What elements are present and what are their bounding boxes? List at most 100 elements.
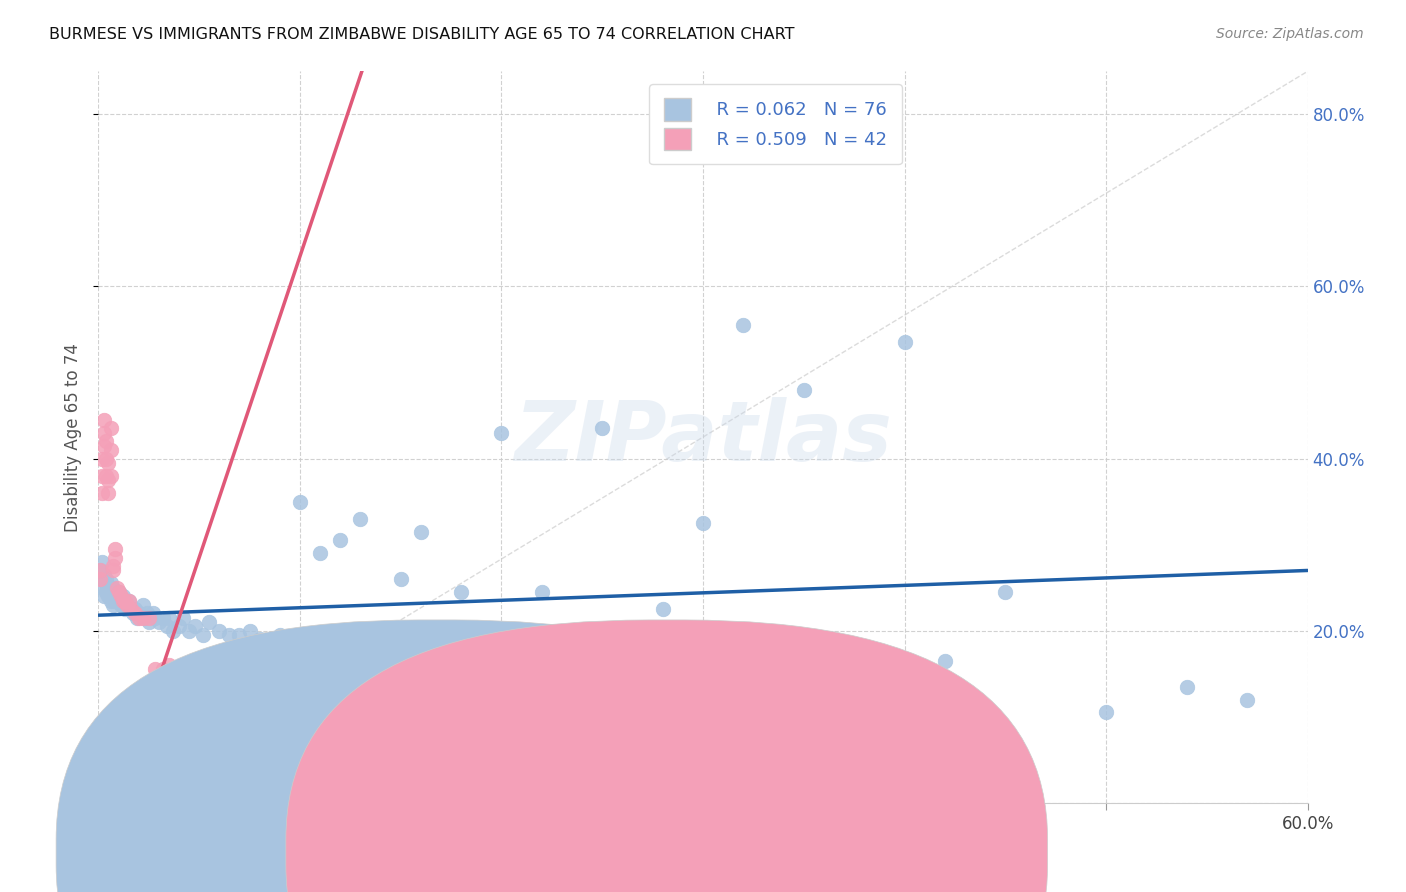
Point <box>193 628 215 642</box>
Point <box>239 624 262 638</box>
Point <box>96 572 118 586</box>
Point <box>309 546 332 560</box>
Point <box>349 512 371 526</box>
Point <box>450 585 472 599</box>
Point <box>100 585 122 599</box>
Point <box>118 593 141 607</box>
Point <box>132 611 155 625</box>
Point <box>138 615 160 629</box>
Point <box>111 589 134 603</box>
Text: Source: ZipAtlas.com: Source: ZipAtlas.com <box>1216 27 1364 41</box>
Point <box>132 598 155 612</box>
Point <box>148 615 170 629</box>
Point <box>107 593 129 607</box>
Point <box>111 593 134 607</box>
Point <box>198 615 221 629</box>
Point <box>93 589 115 603</box>
Point <box>105 581 128 595</box>
Point <box>91 486 114 500</box>
Point <box>100 442 122 457</box>
Point <box>128 607 150 621</box>
Point <box>110 589 132 603</box>
Text: Immigrants from Zimbabwe: Immigrants from Zimbabwe <box>690 844 922 862</box>
Point <box>162 624 184 638</box>
Text: BURMESE VS IMMIGRANTS FROM ZIMBABWE DISABILITY AGE 65 TO 74 CORRELATION CHART: BURMESE VS IMMIGRANTS FROM ZIMBABWE DISA… <box>49 27 794 42</box>
Point <box>269 680 291 694</box>
Point <box>91 572 114 586</box>
Y-axis label: Disability Age 65 to 74: Disability Age 65 to 74 <box>65 343 83 532</box>
Point <box>228 628 250 642</box>
Point <box>124 607 146 621</box>
Point <box>218 628 240 642</box>
Point <box>893 335 915 350</box>
Point <box>114 593 136 607</box>
Point <box>101 581 124 595</box>
Point <box>125 611 148 625</box>
Point <box>184 619 207 633</box>
Point <box>269 628 291 642</box>
Point <box>1236 692 1258 706</box>
Point <box>121 607 143 621</box>
Point <box>167 662 190 676</box>
Point <box>733 318 755 333</box>
Point <box>651 602 673 616</box>
Point <box>389 572 412 586</box>
Point <box>89 564 111 578</box>
Point <box>142 607 165 621</box>
Point <box>96 585 118 599</box>
Point <box>138 611 160 625</box>
Text: ZIPatlas: ZIPatlas <box>515 397 891 477</box>
Point <box>120 602 142 616</box>
Point <box>157 658 180 673</box>
Point <box>934 654 956 668</box>
Point <box>156 619 179 633</box>
Point <box>239 675 262 690</box>
Point <box>994 585 1017 599</box>
Point <box>118 593 141 607</box>
Point <box>152 662 174 676</box>
Point <box>96 451 118 466</box>
Point <box>134 611 156 625</box>
Point <box>135 607 157 621</box>
Point <box>591 421 613 435</box>
Point <box>101 559 124 574</box>
Point <box>128 611 150 625</box>
Point <box>107 585 129 599</box>
Point <box>93 425 115 440</box>
FancyBboxPatch shape <box>56 620 818 892</box>
Point <box>143 611 166 625</box>
Point <box>91 555 114 569</box>
Point <box>409 524 432 539</box>
Point <box>249 632 271 647</box>
Point <box>97 486 120 500</box>
Point <box>491 425 513 440</box>
Point <box>120 602 142 616</box>
Point <box>97 589 120 603</box>
Point <box>329 533 352 548</box>
Legend:   R = 0.062   N = 76,   R = 0.509   N = 42: R = 0.062 N = 76, R = 0.509 N = 42 <box>650 84 901 164</box>
Point <box>101 564 124 578</box>
Point <box>97 473 120 487</box>
Point <box>103 585 125 599</box>
Point <box>179 624 201 638</box>
Point <box>793 383 815 397</box>
Point <box>188 666 211 681</box>
Point <box>105 585 128 599</box>
Point <box>100 576 122 591</box>
Point <box>93 581 115 595</box>
Text: Burmese: Burmese <box>461 844 536 862</box>
Point <box>1095 706 1118 720</box>
Point <box>208 624 231 638</box>
Point <box>1175 680 1198 694</box>
Point <box>96 434 118 449</box>
Point <box>97 581 120 595</box>
Point <box>103 550 125 565</box>
Point <box>97 456 120 470</box>
Point <box>114 602 136 616</box>
Point <box>93 439 115 453</box>
Point <box>124 602 146 616</box>
Point <box>100 421 122 435</box>
Point <box>91 468 114 483</box>
Point <box>179 671 201 685</box>
Point <box>101 589 124 603</box>
